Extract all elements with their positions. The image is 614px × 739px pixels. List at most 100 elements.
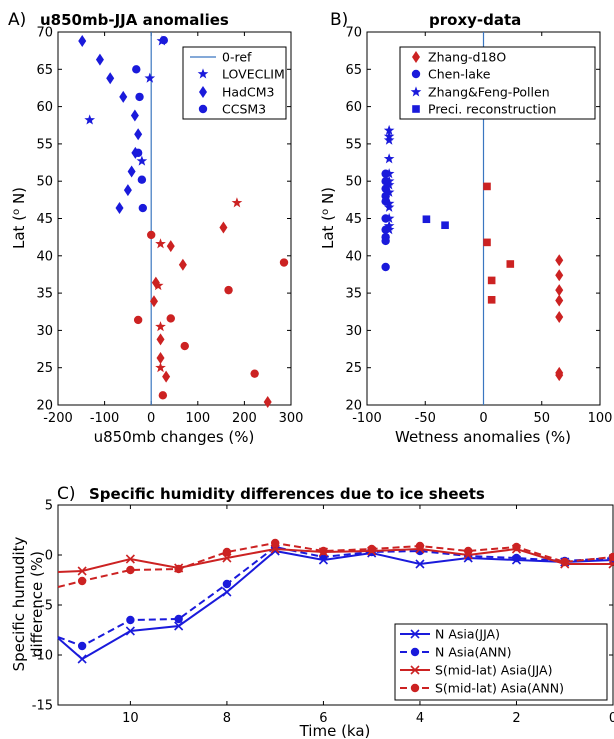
y-tick-label: 5: [45, 499, 53, 514]
panel-c-ticks: 10 8 6 4 2 0 -15 -10 -5 0 5: [32, 499, 614, 727]
series-point: [77, 654, 87, 664]
y-tick-label: 25: [36, 361, 53, 376]
y-tick-label: 0: [45, 549, 53, 564]
legend-entry: Chen-lake: [428, 67, 491, 82]
data-point: [149, 295, 158, 308]
x-tick-label: -50: [415, 411, 436, 426]
data-point: [422, 215, 431, 224]
panel-c-legend: N Asia(JJA) N Asia(ANN) S(mid-lat) Asia(JJ…: [394, 623, 608, 701]
data-point: [137, 175, 147, 184]
data-point: [441, 221, 449, 230]
legend-marker: [410, 629, 420, 639]
series-point: [560, 557, 569, 567]
data-point: [138, 203, 148, 213]
data-point: [487, 276, 496, 285]
series-point: [512, 553, 521, 563]
data-point: [383, 124, 395, 135]
panel-c-ylabel-line1: Specific humudity: [10, 537, 28, 672]
panel-b-ticks: -100 -50 0 50 100 20 25 30 35 40 45 50 55 60 65 70: [345, 26, 612, 427]
legend-entry: Preci. reconstruction: [428, 102, 556, 117]
y-tick-label: 35: [345, 287, 362, 302]
data-point: [381, 236, 390, 246]
legend-entry: S(mid-lat) Asia(ANN): [435, 681, 564, 696]
data-point: [383, 168, 395, 179]
data-point: [250, 369, 259, 378]
y-tick-label: 70: [36, 26, 53, 41]
y-tick-label: 60: [36, 100, 53, 115]
panel-b-ylabel: Lat (o N): [319, 187, 337, 249]
y-tick-label: 60: [345, 100, 362, 115]
x-tick-label: 4: [416, 711, 424, 726]
series-point: [270, 544, 280, 554]
data-point: [156, 352, 165, 365]
data-point: [555, 294, 564, 307]
x-tick-label: 50: [533, 411, 550, 426]
data-point: [555, 310, 564, 323]
y-tick-label: 65: [36, 63, 53, 78]
y-tick-label: 55: [36, 137, 53, 152]
data-point: [166, 314, 175, 323]
data-point: [159, 36, 168, 45]
x-tick-label: 6: [319, 711, 327, 726]
series-point: [464, 546, 473, 556]
data-point: [133, 315, 143, 325]
y-tick-label: -15: [32, 699, 53, 714]
data-point: [147, 230, 156, 240]
y-tick-label: 30: [36, 324, 53, 339]
series-point: [367, 544, 376, 554]
data-point: [383, 212, 395, 224]
legend-entry: Zhang-d18O: [428, 50, 506, 65]
series-point: [126, 615, 135, 625]
x-tick-label: -100: [90, 411, 120, 426]
data-point: [130, 109, 139, 122]
x-tick-label: 200: [232, 411, 257, 426]
data-point: [132, 65, 141, 74]
legend-entry: LOVECLIM: [222, 67, 285, 82]
series-point: [174, 621, 184, 631]
legend-marker: [410, 665, 420, 675]
legend-marker: [412, 105, 420, 113]
data-point: [555, 254, 564, 267]
series-point: [77, 576, 87, 586]
legend-entry: HadCM3: [222, 85, 274, 100]
data-point: [180, 341, 189, 351]
series-point: [126, 565, 135, 575]
y-tick-label: 20: [345, 399, 362, 414]
y-tick-label: -10: [32, 649, 53, 664]
y-tick-label: 20: [36, 399, 53, 414]
panel-c-letter: C): [57, 484, 76, 504]
y-tick-label: 55: [345, 137, 362, 152]
legend-marker: [411, 69, 421, 79]
legend-entry: 0-ref: [222, 50, 252, 65]
data-point: [155, 321, 166, 332]
series-point: [125, 554, 135, 564]
series-point: [222, 553, 232, 563]
data-point: [84, 114, 96, 125]
data-point: [483, 182, 491, 191]
data-point: [95, 53, 104, 66]
y-tick-label: 65: [345, 63, 362, 78]
panel-c-title: Specific humidity differences due to ice…: [89, 485, 485, 503]
data-point: [162, 370, 171, 383]
legend-marker: [410, 647, 420, 657]
data-point: [127, 165, 136, 178]
series-point: [222, 587, 232, 597]
data-point: [144, 72, 156, 83]
series-point: [77, 641, 87, 651]
legend-entry: Zhang&Feng-Pollen: [428, 85, 550, 100]
data-point: [134, 128, 143, 141]
data-point: [383, 153, 395, 164]
series-point: [174, 614, 183, 624]
panel-b-xlabel: Wetness anomalies (%): [395, 428, 571, 446]
legend-entry: N Asia(ANN): [435, 645, 512, 660]
data-point: [383, 201, 395, 212]
panel-a-title: u850mb-JJA anomalies: [40, 11, 229, 29]
data-point: [178, 258, 187, 271]
data-point: [506, 260, 515, 268]
data-point: [133, 148, 143, 158]
y-tick-label: 40: [345, 249, 362, 264]
data-point: [219, 221, 228, 234]
data-point: [383, 224, 395, 235]
data-point: [383, 179, 395, 190]
